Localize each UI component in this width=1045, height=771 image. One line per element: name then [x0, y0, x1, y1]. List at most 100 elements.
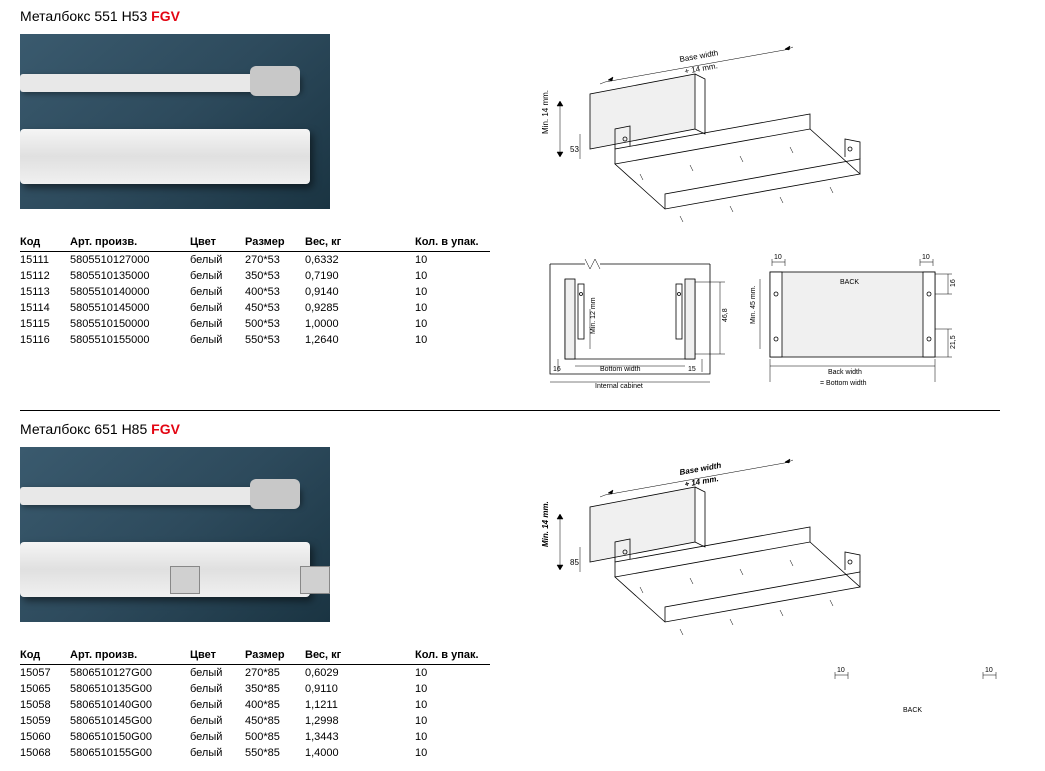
- table-cell: белый: [190, 332, 245, 348]
- table-cell: белый: [190, 681, 245, 697]
- table-cell: 15111: [20, 252, 70, 269]
- table-header: Кол. в упак.: [365, 646, 490, 665]
- table-header: Арт. произв.: [70, 233, 190, 252]
- product-brand: FGV: [151, 8, 180, 24]
- table-cell: 0,7190: [305, 268, 365, 284]
- product-photo: [20, 447, 330, 622]
- spec-table: КодАрт. произв.ЦветРазмерВес, кгКол. в у…: [20, 233, 490, 348]
- product-title: Металбокс 551 H53 FGV: [20, 8, 1033, 24]
- svg-text:BACK: BACK: [840, 279, 859, 286]
- table-row: 150655806510135G00белый350*850,911010: [20, 681, 490, 697]
- isometric-drawing: Base width + 14 mm. Min. 14 mm. 53: [530, 34, 890, 244]
- svg-text:16: 16: [553, 366, 561, 373]
- table-cell: 10: [365, 332, 490, 348]
- table-row: 151155805510150000белый500*531,000010: [20, 316, 490, 332]
- product-block: Металбокс 651 H85 FGV КодАрт. произв.Цве…: [20, 421, 1033, 771]
- left-column: КодАрт. произв.ЦветРазмерВес, кгКол. в у…: [20, 447, 490, 761]
- svg-text:Min. 14 mm.: Min. 14 mm.: [541, 501, 550, 547]
- drawings-column: Base width + 14 mm. Min. 14 mm. 85 10 10…: [530, 447, 1033, 761]
- table-header: Размер: [245, 233, 305, 252]
- table-cell: 0,6029: [305, 665, 365, 682]
- table-cell: белый: [190, 268, 245, 284]
- table-row: 150685806510155G00белый550*851,400010: [20, 745, 490, 761]
- table-cell: 5805510155000: [70, 332, 190, 348]
- svg-text:BACK: BACK: [903, 707, 922, 714]
- table-cell: белый: [190, 713, 245, 729]
- table-cell: 15112: [20, 268, 70, 284]
- table-cell: белый: [190, 284, 245, 300]
- table-cell: 15116: [20, 332, 70, 348]
- svg-text:53: 53: [570, 145, 579, 154]
- left-column: КодАрт. произв.ЦветРазмерВес, кгКол. в у…: [20, 34, 490, 394]
- table-cell: 350*85: [245, 681, 305, 697]
- table-cell: 15115: [20, 316, 70, 332]
- table-cell: 10: [365, 697, 490, 713]
- svg-text:16: 16: [950, 279, 957, 287]
- spec-table: КодАрт. произв.ЦветРазмерВес, кгКол. в у…: [20, 646, 490, 761]
- table-cell: 10: [365, 713, 490, 729]
- svg-text:= Bottom width: = Bottom width: [820, 380, 867, 387]
- product-name: Металбокс 651 H85: [20, 421, 147, 437]
- table-row: 150575806510127G00белый270*850,602910: [20, 665, 490, 682]
- table-row: 151125805510135000белый350*530,719010: [20, 268, 490, 284]
- table-cell: 400*85: [245, 697, 305, 713]
- product-block: Металбокс 551 H53 FGV КодАрт. произв.Цве…: [20, 8, 1033, 404]
- table-cell: 0,9110: [305, 681, 365, 697]
- svg-text:10: 10: [774, 254, 782, 261]
- table-cell: белый: [190, 300, 245, 316]
- table-cell: 500*85: [245, 729, 305, 745]
- table-cell: 5806510127G00: [70, 665, 190, 682]
- svg-text:Internal cabinet: Internal cabinet: [595, 383, 643, 390]
- isometric-drawing: Base width + 14 mm. Min. 14 mm. 85: [530, 447, 890, 657]
- table-cell: 1,2640: [305, 332, 365, 348]
- table-cell: 5806510145G00: [70, 713, 190, 729]
- table-cell: 5805510127000: [70, 252, 190, 269]
- table-cell: 15060: [20, 729, 70, 745]
- table-cell: 5805510140000: [70, 284, 190, 300]
- table-cell: 0,9140: [305, 284, 365, 300]
- table-cell: 5805510145000: [70, 300, 190, 316]
- svg-text:15: 15: [688, 366, 696, 373]
- table-cell: 10: [365, 300, 490, 316]
- table-header: Арт. произв.: [70, 646, 190, 665]
- table-cell: 0,9285: [305, 300, 365, 316]
- table-cell: 1,4000: [305, 745, 365, 761]
- svg-text:21,5: 21,5: [950, 335, 957, 349]
- table-header: Цвет: [190, 646, 245, 665]
- detail-drawing-a: Min. 12 mm 46,8 16 Bottom width 15 Inter…: [530, 254, 730, 394]
- product-photo: [20, 34, 330, 209]
- detail-drawing-b: 10 10 BACK: [813, 667, 1023, 717]
- table-cell: 400*53: [245, 284, 305, 300]
- svg-text:Min. 12 mm: Min. 12 mm: [590, 297, 597, 334]
- table-cell: 5806510155G00: [70, 745, 190, 761]
- table-cell: 10: [365, 745, 490, 761]
- table-cell: 550*53: [245, 332, 305, 348]
- table-cell: белый: [190, 665, 245, 682]
- svg-text:Min. 45 mm.: Min. 45 mm.: [750, 285, 757, 324]
- table-row: 151165805510155000белый550*531,264010: [20, 332, 490, 348]
- table-cell: белый: [190, 316, 245, 332]
- table-cell: 10: [365, 729, 490, 745]
- table-cell: 550*85: [245, 745, 305, 761]
- table-row: 151145805510145000белый450*530,928510: [20, 300, 490, 316]
- table-header: Код: [20, 646, 70, 665]
- table-cell: 10: [365, 681, 490, 697]
- table-cell: 450*85: [245, 713, 305, 729]
- table-cell: 10: [365, 252, 490, 269]
- product-brand: FGV: [151, 421, 180, 437]
- table-cell: 15058: [20, 697, 70, 713]
- product-name: Металбокс 551 H53: [20, 8, 147, 24]
- table-cell: 0,6332: [305, 252, 365, 269]
- table-cell: 15057: [20, 665, 70, 682]
- svg-text:10: 10: [985, 667, 993, 674]
- table-cell: 450*53: [245, 300, 305, 316]
- table-cell: 5805510135000: [70, 268, 190, 284]
- svg-text:10: 10: [837, 667, 845, 674]
- table-cell: белый: [190, 729, 245, 745]
- table-cell: 15114: [20, 300, 70, 316]
- svg-text:Back width: Back width: [828, 369, 862, 376]
- table-cell: 270*53: [245, 252, 305, 269]
- table-cell: 1,2998: [305, 713, 365, 729]
- table-cell: 5806510135G00: [70, 681, 190, 697]
- svg-text:Bottom width: Bottom width: [600, 366, 641, 373]
